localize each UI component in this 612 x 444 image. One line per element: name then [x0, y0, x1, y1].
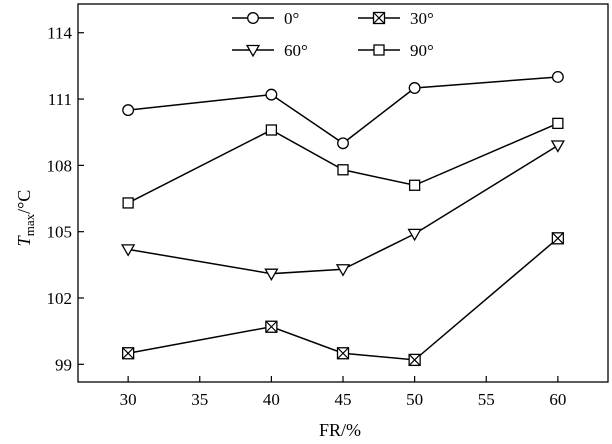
series-line: [128, 76, 558, 145]
marker-circle: [122, 104, 135, 117]
series-line: [127, 122, 559, 204]
legend-entry: 90°: [358, 41, 434, 60]
legend-entry: 60°: [232, 41, 308, 60]
x-tick-label: 35: [191, 390, 208, 409]
y-tick-label: 99: [55, 355, 72, 374]
marker-square: [265, 124, 278, 136]
y-axis-ticks: 99 102 105 108 111 114: [47, 24, 84, 374]
series-layer: [121, 70, 565, 367]
data-point: [265, 88, 278, 101]
data-point: [408, 82, 421, 94]
marker-circle: [247, 12, 259, 24]
marker-circle: [408, 82, 421, 94]
marker-circle: [551, 70, 564, 83]
data-point: [407, 228, 422, 242]
data-point: [408, 179, 421, 191]
marker-square: [408, 179, 421, 191]
marker-cross-b: [265, 320, 278, 333]
x-tick-label: 55: [478, 390, 495, 409]
data-point: [550, 140, 565, 153]
data-point: [122, 104, 135, 117]
data-point: [551, 70, 564, 83]
x-tick-label: 50: [406, 390, 423, 409]
y-axis-title-main: T: [14, 234, 34, 246]
legend-label: 90°: [410, 41, 434, 60]
y-tick-label: 114: [47, 24, 72, 43]
legend-label: 60°: [284, 41, 308, 60]
x-tick-label: 30: [120, 390, 137, 409]
data-point: [552, 117, 564, 130]
x-tick-label: 40: [263, 390, 280, 409]
series-3: [122, 117, 564, 209]
x-tick-label: 45: [335, 390, 352, 409]
data-point: [122, 197, 134, 209]
data-point: [335, 264, 351, 277]
data-point: [265, 124, 278, 136]
series-0: [122, 70, 564, 150]
x-tick-label: 60: [549, 390, 566, 409]
y-axis-title: Tmax/°C: [14, 190, 37, 247]
marker-square: [337, 164, 349, 176]
x-axis-ticks: 30 35 40 45 50 55 60: [120, 376, 566, 409]
marker-square: [373, 44, 385, 56]
marker-cross-b: [122, 347, 135, 360]
y-tick-label: 105: [47, 223, 73, 242]
legend-marker: [372, 11, 386, 25]
marker-triangle: [264, 268, 279, 281]
y-axis-title-unit: /°C: [14, 190, 34, 214]
data-point: [121, 347, 135, 360]
marker-triangle: [550, 140, 565, 153]
legend-marker: [245, 44, 261, 58]
legend-marker: [373, 44, 385, 56]
data-point: [551, 232, 565, 245]
legend-marker: [247, 12, 259, 24]
axes: [77, 3, 609, 383]
data-point: [265, 320, 278, 333]
legend-label: 0°: [284, 9, 299, 28]
marker-square: [122, 197, 134, 209]
marker-cross-b: [373, 12, 385, 24]
marker-cross-b: [408, 353, 421, 366]
data-point: [264, 268, 279, 281]
legend-entry: 30°: [358, 9, 434, 28]
y-tick-label: 111: [48, 90, 72, 109]
y-axis-title-sub: max: [22, 213, 37, 236]
data-point: [121, 244, 136, 257]
y-tick-label: 102: [47, 289, 73, 308]
series-1: [121, 232, 565, 367]
marker-square: [552, 117, 564, 130]
marker-triangle: [121, 244, 136, 257]
data-point: [336, 347, 350, 360]
marker-triangle: [245, 44, 261, 58]
series-line: [127, 237, 559, 361]
data-point: [337, 164, 349, 176]
series-2: [121, 140, 565, 281]
marker-cross-b: [551, 232, 564, 245]
data-point: [408, 353, 421, 367]
legend-label: 30°: [410, 9, 434, 28]
marker-triangle: [335, 264, 351, 277]
data-point: [337, 137, 349, 150]
marker-cross-b: [337, 347, 349, 360]
plot-frame: [77, 3, 609, 383]
legend-entry: 0°: [232, 9, 299, 28]
x-axis-title: FR/%: [319, 420, 361, 440]
legend: 0° 30° 60° 90°: [232, 9, 434, 60]
y-tick-label: 108: [47, 156, 73, 175]
marker-circle: [265, 88, 278, 101]
marker-circle: [337, 137, 349, 150]
marker-triangle: [407, 228, 422, 242]
